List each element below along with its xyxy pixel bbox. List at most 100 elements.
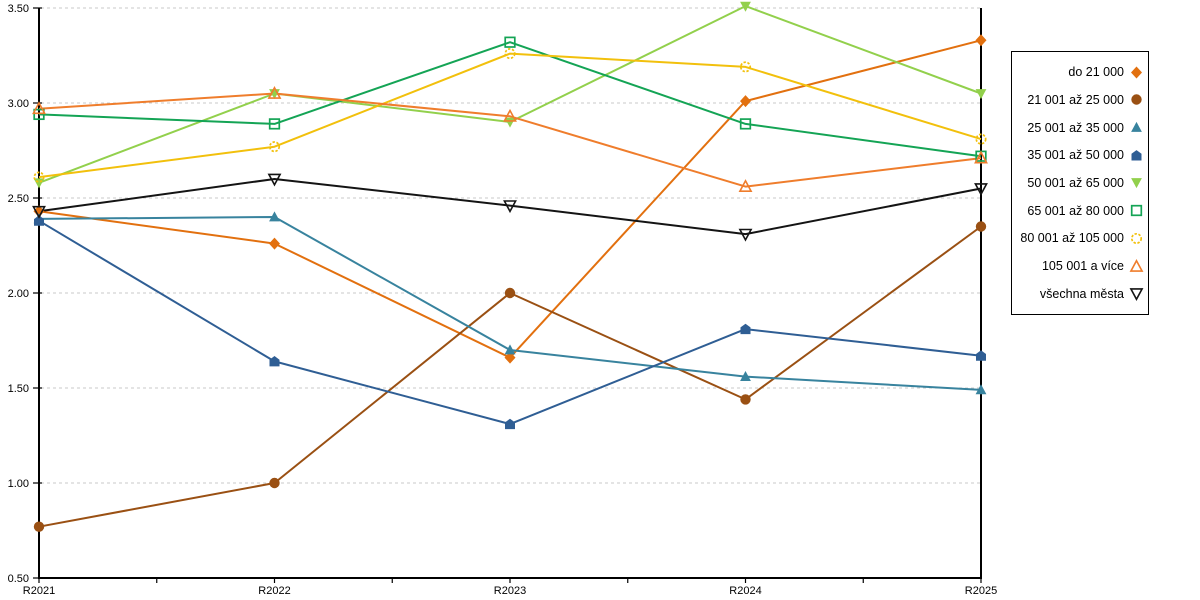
- y-tick-label: 3.50: [8, 3, 29, 15]
- triangle-down-filled-icon: [1131, 178, 1142, 189]
- y-tick-label: 1.00: [8, 478, 29, 490]
- data-point-pentagon-icon: [505, 418, 515, 430]
- data-point-triangle-down-icon: [503, 200, 517, 214]
- data-point-circle-icon: [268, 141, 281, 153]
- triangle-down-filled-icon: [1131, 178, 1142, 189]
- y-tick-label: 2.00: [8, 288, 29, 300]
- legend-label: 35 001 až 50 000: [1027, 148, 1124, 163]
- y-tick-label: 0.50: [8, 573, 29, 585]
- legend-item-2: 25 001 až 35 000: [1012, 120, 1148, 135]
- series-line: [38, 39, 982, 359]
- legend-item-7: 105 001 a více: [1012, 258, 1148, 274]
- data-point-diamond-icon: [504, 351, 516, 364]
- data-point-triangle-up-icon: [504, 344, 516, 355]
- triangle-up-filled-icon: [1131, 121, 1142, 132]
- data-point-circle-icon: [33, 521, 45, 532]
- legend-item-3: 35 001 až 50 000: [1012, 148, 1148, 163]
- data-point-diamond-icon: [740, 95, 751, 108]
- data-point-triangle-down-icon: [267, 173, 282, 187]
- series-line: [38, 92, 982, 188]
- data-point-triangle-up-icon: [269, 211, 280, 222]
- series-line: [38, 52, 982, 179]
- triangle-down-open-icon: [1129, 288, 1144, 302]
- data-point-diamond-icon: [975, 34, 987, 47]
- circle-filled-icon: [1131, 94, 1142, 106]
- legend-label: 80 001 až 105 000: [1020, 231, 1124, 246]
- square-open-icon: [1130, 204, 1143, 217]
- legend-label: do 21 000: [1068, 65, 1124, 80]
- triangle-down-open-icon: [1129, 288, 1144, 302]
- diamond-filled-icon: [1131, 66, 1142, 79]
- legend-label: 105 001 a více: [1041, 259, 1124, 273]
- data-point-pentagon-icon: [740, 323, 751, 335]
- square-open-icon: [1130, 204, 1143, 217]
- legend-item-6: 80 001 až 105 000: [1012, 231, 1148, 246]
- legend-item-4: 50 001 až 65 000: [1012, 175, 1148, 190]
- pentagon-filled-icon: [1131, 149, 1142, 161]
- data-point-pentagon-icon: [34, 215, 44, 226]
- data-point-pentagon-icon: [976, 350, 986, 361]
- data-point-triangle-down-icon: [740, 1, 751, 12]
- triangle-up-filled-icon: [1131, 121, 1142, 132]
- data-point-triangle-down-icon: [975, 89, 987, 100]
- circle-filled-icon: [1131, 94, 1142, 106]
- data-point-diamond-icon: [33, 205, 45, 218]
- data-point-triangle-down-icon: [33, 178, 45, 189]
- x-tick-label: R2023: [494, 585, 526, 597]
- x-tick-label: R2024: [729, 585, 761, 597]
- legend-label: 50 001 až 65 000: [1027, 175, 1124, 190]
- data-point-triangle-up-icon: [503, 108, 517, 122]
- data-point-square-icon: [739, 118, 752, 130]
- y-tick-label: 2.50: [8, 193, 29, 205]
- legend-item-5: 65 001 až 80 000: [1012, 203, 1148, 218]
- data-point-triangle-up-icon: [740, 371, 751, 381]
- legend-item-0: do 21 000: [1012, 65, 1148, 80]
- series-line: [38, 225, 982, 528]
- data-point-triangle-up-icon: [974, 150, 988, 164]
- data-point-triangle-down-icon: [32, 205, 46, 219]
- legend: do 21 000 21 001 až 25 000 25 001 až 35 00…: [1011, 51, 1149, 315]
- data-point-pentagon-icon: [269, 356, 280, 367]
- data-point-circle-icon: [975, 133, 987, 145]
- triangle-up-open-icon: [1129, 258, 1144, 272]
- legend-item-8: všechna města: [1012, 286, 1148, 302]
- data-point-triangle-down-icon: [738, 228, 753, 242]
- triangle-up-open-icon: [1129, 258, 1144, 272]
- series-line: [38, 5, 982, 184]
- y-tick-label: 1.50: [8, 383, 29, 395]
- data-point-square-icon: [268, 118, 281, 130]
- data-point-triangle-up-icon: [738, 179, 753, 192]
- pentagon-filled-icon: [1131, 149, 1142, 161]
- data-point-triangle-up-icon: [267, 86, 282, 99]
- x-tick-label: R2021: [23, 585, 55, 597]
- data-point-triangle-up-icon: [32, 101, 46, 115]
- data-point-circle-icon: [975, 221, 987, 232]
- series-line: [38, 219, 982, 426]
- circle-open-icon: [1130, 232, 1143, 244]
- legend-label: 21 001 až 25 000: [1027, 92, 1124, 107]
- data-point-circle-icon: [740, 394, 751, 405]
- legend-item-1: 21 001 až 25 000: [1012, 92, 1148, 107]
- series-line: [38, 41, 982, 158]
- data-point-diamond-icon: [269, 237, 280, 250]
- data-point-circle-icon: [739, 61, 752, 73]
- series-line: [38, 178, 982, 236]
- data-point-square-icon: [33, 108, 45, 121]
- data-point-square-icon: [504, 36, 516, 48]
- diamond-filled-icon: [1131, 66, 1142, 79]
- data-point-triangle-down-icon: [974, 183, 988, 196]
- data-point-triangle-up-icon: [975, 384, 987, 395]
- data-point-circle-icon: [504, 287, 516, 299]
- legend-label: 25 001 až 35 000: [1027, 120, 1124, 135]
- circle-open-icon: [1130, 232, 1143, 244]
- data-point-circle-icon: [269, 477, 280, 489]
- data-point-circle-icon: [33, 171, 45, 183]
- legend-label: 65 001 až 80 000: [1027, 203, 1124, 218]
- y-tick-label: 3.00: [8, 98, 29, 110]
- legend-label: všechna města: [1039, 286, 1124, 301]
- x-tick-label: R2025: [965, 585, 997, 597]
- data-point-circle-icon: [504, 48, 516, 60]
- x-tick-label: R2022: [258, 585, 290, 597]
- series-line: [38, 216, 982, 391]
